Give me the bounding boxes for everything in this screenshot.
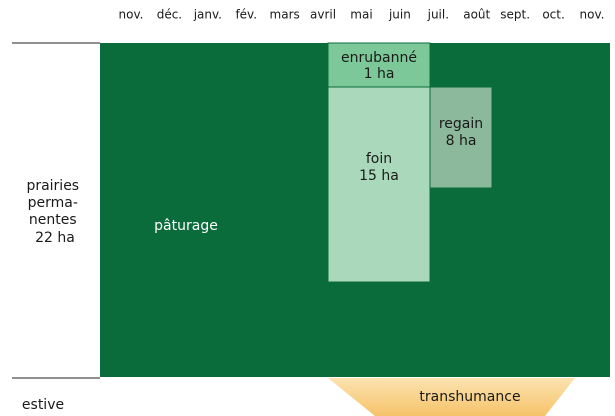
month-label: nov. xyxy=(119,8,144,22)
month-label: sept. xyxy=(500,8,530,22)
month-label: avril xyxy=(310,8,336,22)
foin-block xyxy=(327,86,431,283)
enrubanne-label: enrubanné xyxy=(341,50,417,66)
regain-label: regain xyxy=(439,116,483,132)
label-line: nentes xyxy=(29,212,77,228)
month-label: juin xyxy=(388,8,411,22)
regain-area: 8 ha xyxy=(446,133,477,149)
label-line: prairies xyxy=(26,178,79,194)
foin-label: foin xyxy=(366,151,392,167)
enrubanne-block xyxy=(327,42,431,88)
month-label: nov. xyxy=(580,8,605,22)
foin-area: 15 ha xyxy=(359,168,399,184)
month-label: janv. xyxy=(193,8,222,22)
transhumance-label: transhumance xyxy=(419,389,520,405)
month-label: mars xyxy=(270,8,300,22)
month-label: août xyxy=(463,8,490,22)
month-label: mai xyxy=(350,8,372,22)
regain-block xyxy=(429,86,493,189)
label-line: 22 ha xyxy=(35,230,75,246)
month-row: nov. déc. janv. fév. mars avril mai juin juil. ao… xyxy=(119,8,605,22)
month-label: oct. xyxy=(542,8,564,22)
month-label: fév. xyxy=(235,8,257,22)
prairies-label: prairies perma- nentes 22 ha xyxy=(26,178,83,246)
paturage-label: pâturage xyxy=(154,218,218,234)
label-line: perma- xyxy=(28,195,78,211)
month-label: déc. xyxy=(157,8,182,22)
transhumance-block xyxy=(328,378,575,416)
month-label: juil. xyxy=(427,8,449,22)
enrubanne-area: 1 ha xyxy=(364,66,395,82)
estive-label: estive xyxy=(22,397,64,413)
